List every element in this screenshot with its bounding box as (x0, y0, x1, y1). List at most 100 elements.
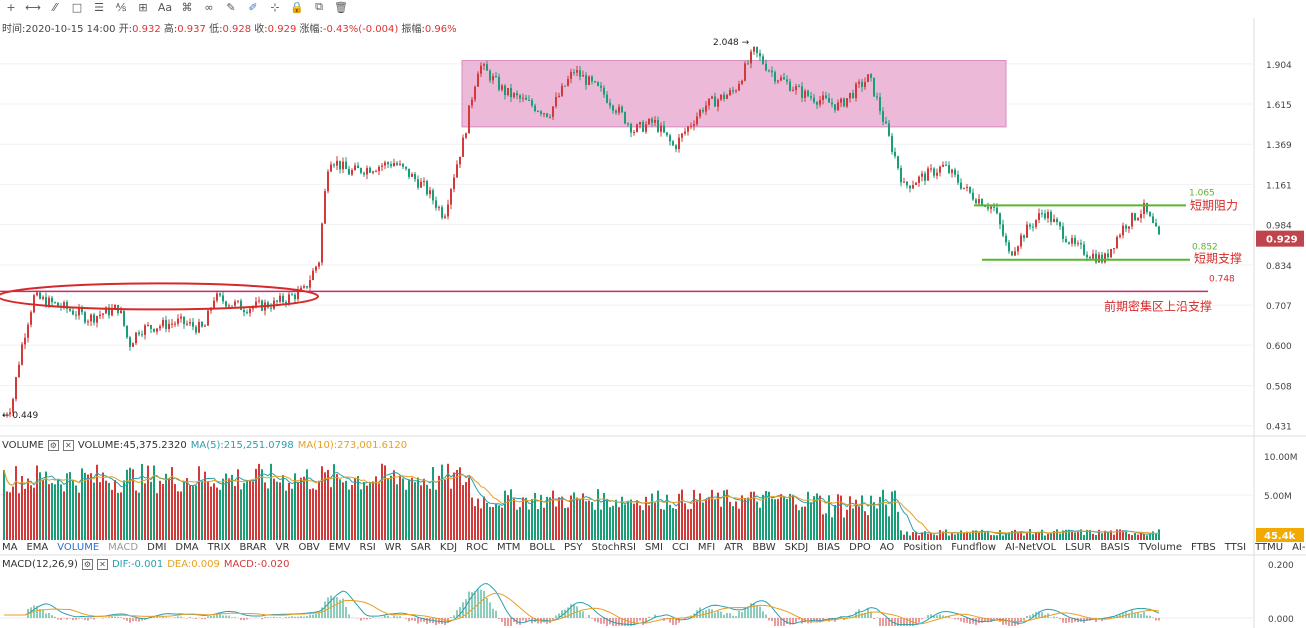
settings-icon[interactable]: ⚙ (81, 558, 93, 570)
pencil-icon[interactable]: ✐ (248, 0, 258, 14)
indicator-tab-bbw[interactable]: BBW (752, 542, 776, 553)
volume-bar (24, 488, 26, 540)
close-icon[interactable]: ✕ (96, 558, 108, 570)
volume-bar (1053, 531, 1055, 540)
indicator-tab-trix[interactable]: TRIX (207, 542, 231, 553)
candle-body (957, 174, 959, 183)
candle-body (30, 312, 32, 325)
trend-line-icon[interactable]: ⁄⁄ (53, 0, 57, 14)
indicator-tab-ftbs[interactable]: FTBS (1191, 542, 1216, 553)
indicator-tab-cci[interactable]: CCI (671, 542, 689, 553)
indicator-tab-vr[interactable]: VR (275, 542, 290, 553)
candle-body (771, 70, 773, 73)
candle-body (594, 81, 596, 83)
resistance-value: 1.065 (1189, 188, 1215, 198)
grid-icon[interactable]: ⊞ (138, 0, 148, 14)
volume-bar (303, 476, 305, 540)
indicator-tab-atr[interactable]: ATR (724, 542, 744, 553)
support-value: 0.852 (1192, 243, 1218, 253)
indicator-tab-ma[interactable]: MA (2, 542, 18, 553)
indicator-tab-dpo[interactable]: DPO (849, 542, 871, 553)
lock-icon[interactable]: 🔒 (290, 0, 304, 14)
indicator-tab-ttsi[interactable]: TTSI (1224, 542, 1247, 553)
indicator-tab-boll[interactable]: BOLL (529, 542, 556, 553)
indicator-tab-basis[interactable]: BASIS (1100, 542, 1130, 553)
ruler-icon[interactable]: ✎ (226, 0, 236, 14)
volume-bar (435, 489, 437, 540)
indicator-tab-sar[interactable]: SAR (410, 542, 431, 553)
copy-icon[interactable]: ⧉ (315, 0, 323, 13)
candle-body (897, 156, 899, 169)
indicator-tab-mfi[interactable]: MFI (697, 542, 716, 553)
text-tool-icon[interactable]: Aa (157, 0, 173, 14)
indicator-tab-mtm[interactable]: MTM (496, 542, 521, 553)
candle-body (1143, 202, 1145, 214)
volume-bar (255, 468, 257, 540)
volume-bar (141, 463, 143, 540)
crosshair-icon[interactable]: + (6, 0, 16, 14)
volume-bar (651, 493, 653, 540)
volume-bar (363, 482, 365, 540)
price-tick-label: 0.431 (1266, 423, 1292, 433)
candle-body (465, 133, 467, 138)
indicator-tab-ai-bsi[interactable]: AI-BSI (1292, 542, 1306, 553)
indicator-tab-obv[interactable]: OBV (298, 542, 320, 553)
fibonacci-icon[interactable]: ⅍ (115, 0, 127, 14)
volume-bar (144, 483, 146, 540)
indicator-tab-kdj[interactable]: KDJ (439, 542, 458, 553)
volume-bar (225, 473, 227, 540)
candle-body (489, 70, 491, 81)
candle-body (1050, 211, 1052, 223)
indicator-tab-rsi[interactable]: RSI (359, 542, 376, 553)
candle-body (690, 125, 692, 127)
indicator-tab-volume[interactable]: VOLUME (57, 542, 100, 553)
volume-bar (930, 532, 932, 540)
rectangle-icon[interactable]: □ (71, 0, 83, 14)
indicator-tab-lsur[interactable]: LSUR (1065, 542, 1092, 553)
indicator-tab-brar[interactable]: BRAR (239, 542, 267, 553)
parallel-lines-icon[interactable]: ☰ (94, 0, 104, 14)
indicator-tab-stochrsi[interactable]: StochRSI (591, 542, 636, 553)
volume-bar (990, 535, 992, 540)
indicator-tab-position[interactable]: Position (903, 542, 943, 553)
indicator-tab-skdj[interactable]: SKDJ (784, 542, 809, 553)
volume-bar (630, 499, 632, 540)
candle-body (207, 310, 209, 326)
indicator-tab-ai-netvol[interactable]: AI-NetVOL (1005, 542, 1057, 553)
candle-body (63, 302, 65, 308)
volume-bar (642, 510, 644, 540)
indicator-tab-dmi[interactable]: DMI (147, 542, 167, 553)
volume-bar (15, 466, 17, 540)
close-icon[interactable]: ✕ (62, 439, 74, 451)
candle-body (414, 173, 416, 180)
indicator-tab-fundflow[interactable]: Fundflow (951, 542, 997, 553)
indicator-tab-bias[interactable]: BIAS (817, 542, 841, 553)
link-icon[interactable]: ∞ (204, 0, 214, 14)
eye-icon[interactable]: ⊹ (270, 0, 280, 14)
indicator-tab-ema[interactable]: EMA (26, 542, 49, 553)
indicator-tab-smi[interactable]: SMI (645, 542, 663, 553)
volume-bar (189, 485, 191, 540)
indicator-tab-psy[interactable]: PSY (564, 542, 583, 553)
volume-bar (1074, 532, 1076, 540)
trash-icon[interactable]: 🗑 (334, 0, 348, 14)
settings-icon[interactable]: ⚙ (47, 439, 59, 451)
candle-body (744, 63, 746, 81)
indicator-tab-ttmu[interactable]: TTMU (1255, 542, 1284, 553)
indicator-tab-tvolume[interactable]: TVolume (1138, 542, 1182, 553)
candle-body (69, 308, 71, 311)
volume-bar (1056, 529, 1058, 540)
indicator-tab-wr[interactable]: WR (384, 542, 402, 553)
indicator-tab-emv[interactable]: EMV (328, 542, 351, 553)
indicator-tab-dma[interactable]: DMA (175, 542, 199, 553)
volume-bar (108, 482, 110, 540)
horizontal-ray-icon[interactable]: ⟷ (25, 0, 41, 14)
indicator-tab-roc[interactable]: ROC (466, 542, 488, 553)
volume-bar (636, 500, 638, 540)
volume-bar (660, 508, 662, 540)
candle-body (255, 301, 257, 307)
indicator-tab-macd[interactable]: MACD (108, 542, 139, 553)
magnet-icon[interactable]: ⌘ (181, 0, 193, 14)
indicator-tab-ao[interactable]: AO (879, 542, 895, 553)
